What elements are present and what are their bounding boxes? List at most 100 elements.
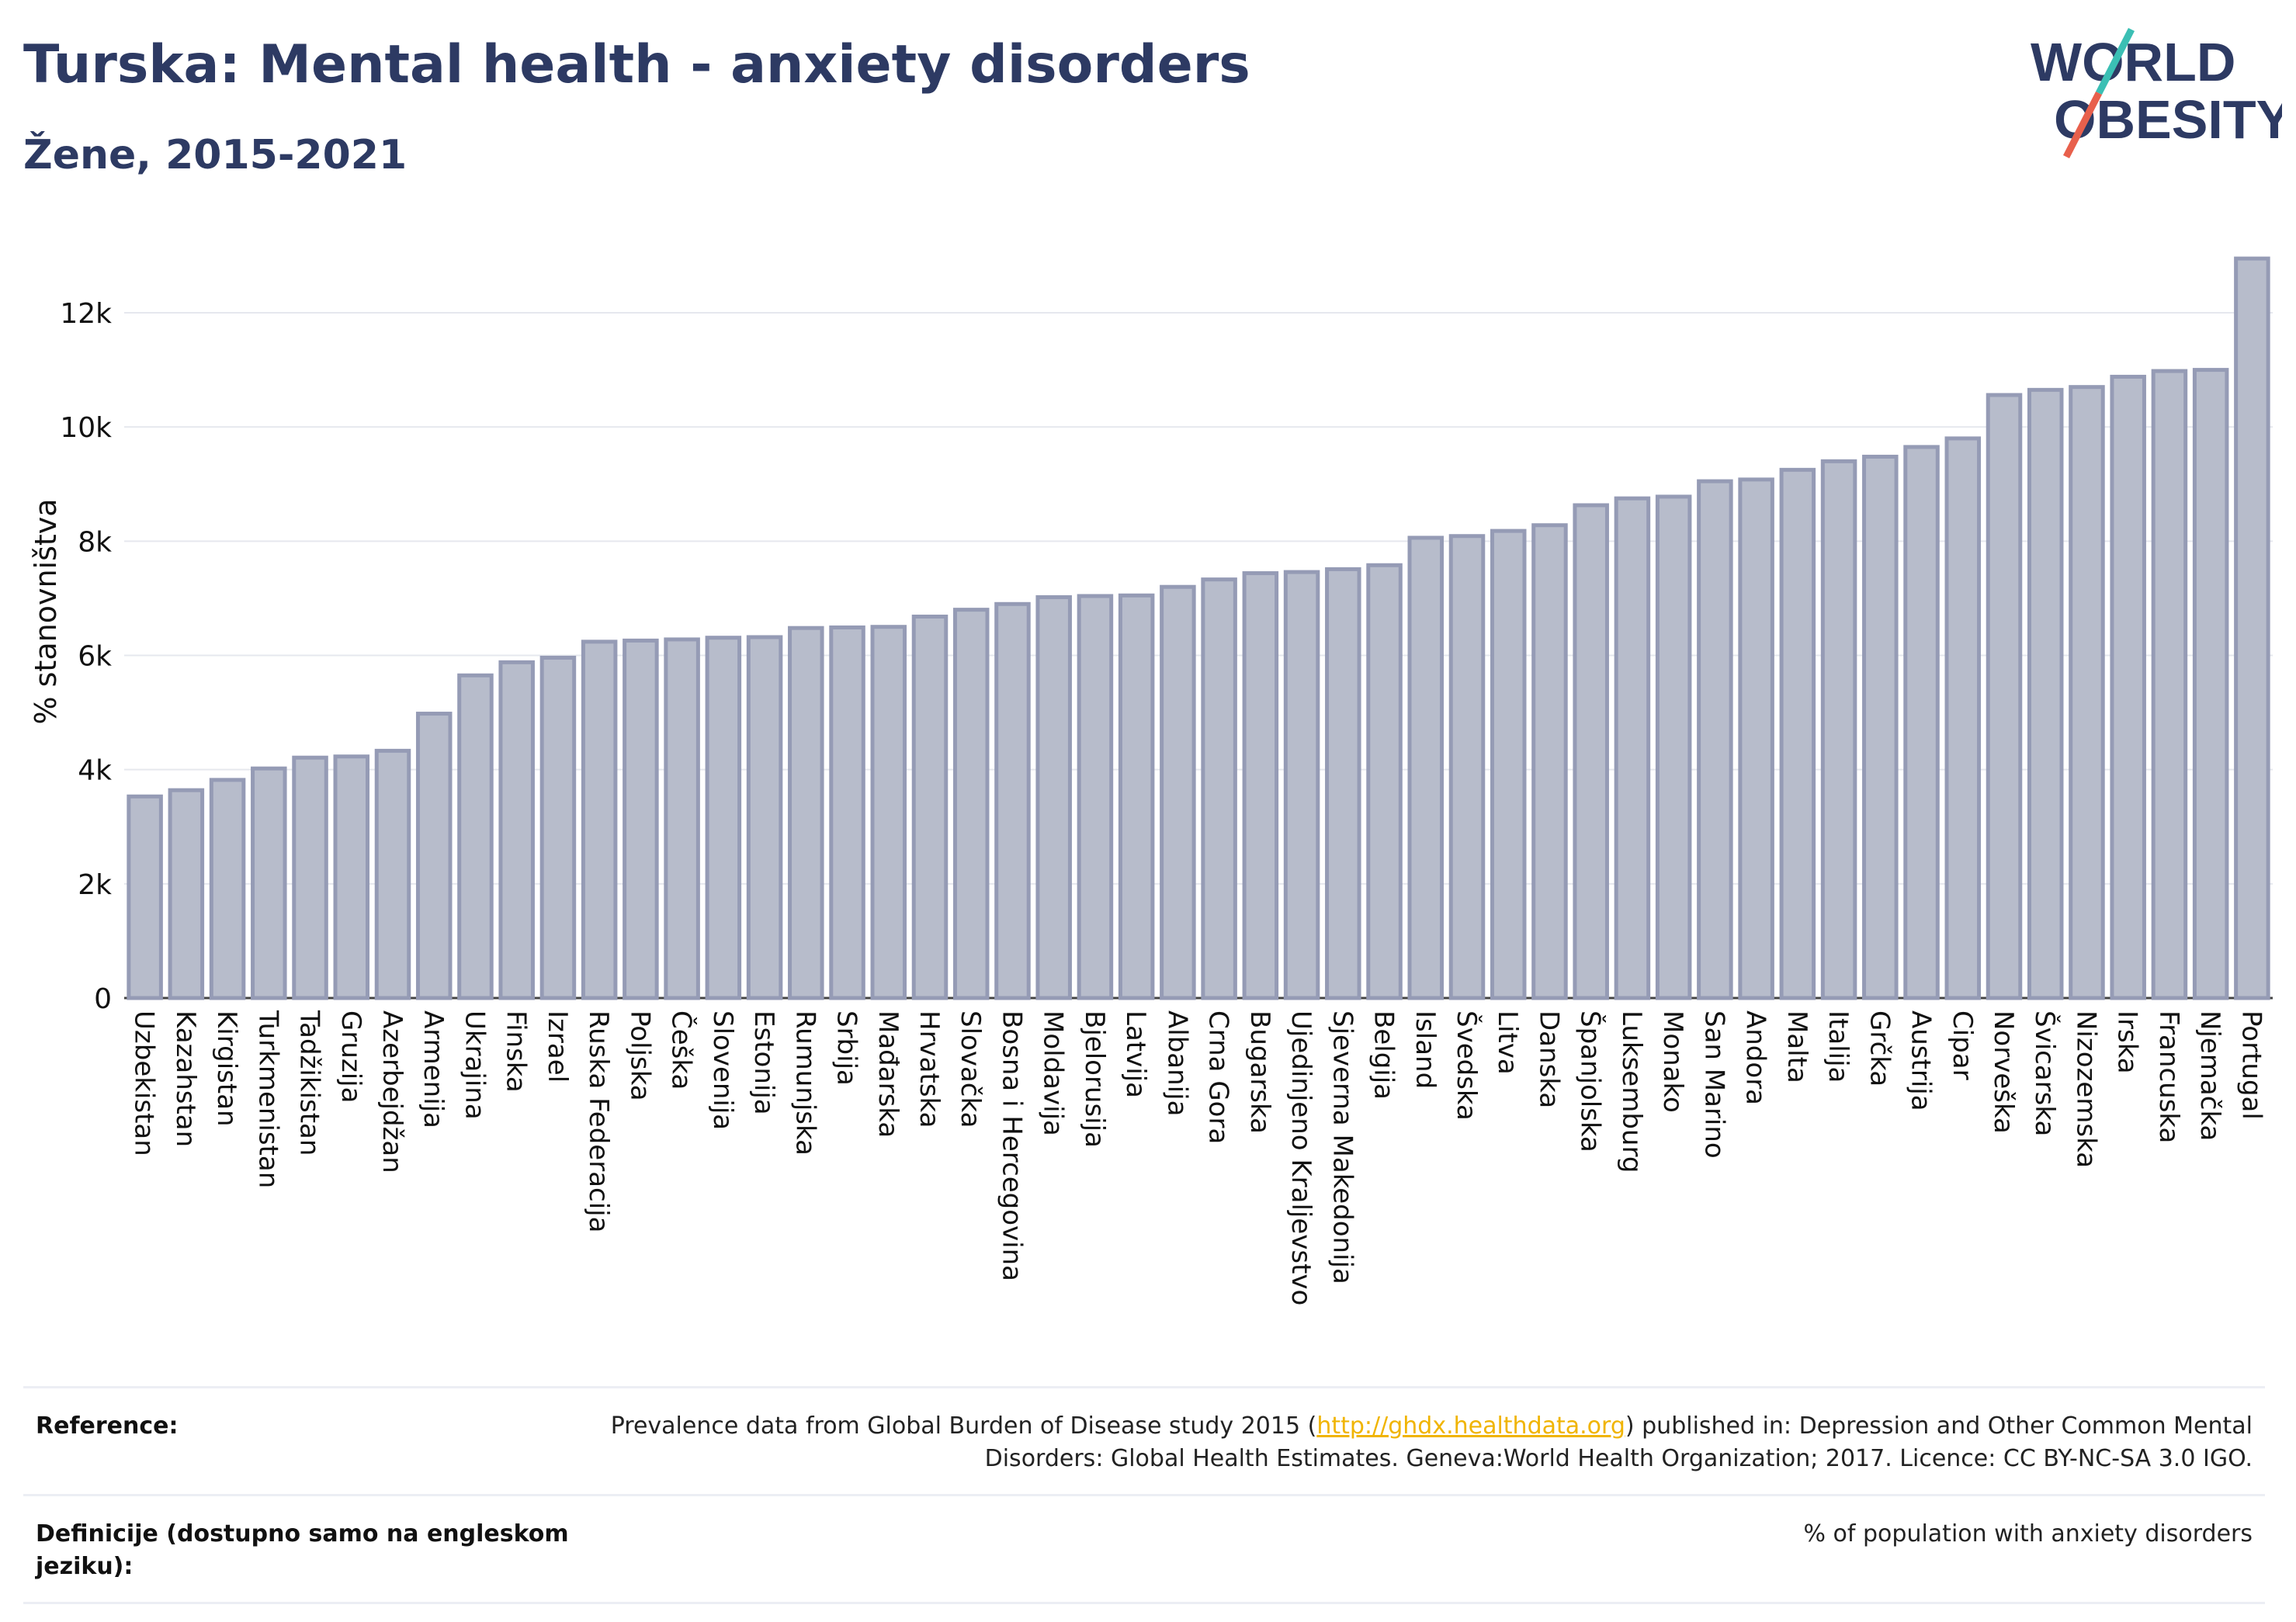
bar[interactable]: [292, 755, 328, 1000]
bar[interactable]: [2069, 385, 2105, 1000]
reference-link[interactable]: http://ghdx.healthdata.org: [1316, 1412, 1625, 1440]
x-tick-label: Izrael: [542, 1010, 573, 1083]
bar[interactable]: [2151, 369, 2188, 1000]
y-tick-label: 2k: [78, 869, 112, 901]
x-tick-label: Ruska Federacija: [583, 1010, 614, 1232]
x-tick-label: Bosna i Hercegovina: [996, 1010, 1027, 1281]
bar[interactable]: [870, 625, 907, 1000]
bar[interactable]: [829, 625, 865, 1000]
bar[interactable]: [623, 638, 659, 1000]
bar[interactable]: [994, 601, 1031, 1000]
bar[interactable]: [1862, 454, 1899, 1000]
x-tick-label: Latvija: [1120, 1010, 1151, 1098]
bar[interactable]: [2027, 387, 2064, 1000]
bar[interactable]: [251, 766, 287, 1000]
bar[interactable]: [1160, 584, 1196, 1000]
bar[interactable]: [1242, 571, 1279, 1000]
bar[interactable]: [2192, 368, 2229, 1000]
bar[interactable]: [168, 788, 205, 1000]
x-tick-label: Bugarska: [1244, 1010, 1275, 1134]
bar[interactable]: [1531, 523, 1568, 1000]
x-tick-label: Luksemburg: [1616, 1010, 1647, 1173]
bar[interactable]: [127, 794, 163, 1000]
y-tick-label: 10k: [60, 412, 112, 444]
x-tick-label: Nizozemska: [2070, 1010, 2101, 1168]
bar[interactable]: [1779, 467, 1816, 1000]
bar[interactable]: [1738, 477, 1774, 1000]
x-tick-label: Slovačka: [955, 1010, 986, 1128]
x-tick-label: Cipar: [1947, 1010, 1978, 1080]
bar[interactable]: [1903, 445, 1940, 1000]
x-tick-label: Švedska: [1451, 1010, 1483, 1121]
bar[interactable]: [746, 635, 783, 1000]
x-tick-label: Malta: [1781, 1010, 1812, 1083]
bar-chart: 0 2k 4k 6k 8k 10k 12k Uzbekistan Kazahstan Kirgi…: [29, 256, 2273, 1305]
bar[interactable]: [2110, 374, 2146, 1000]
x-tick-label: Njemačka: [2194, 1010, 2225, 1141]
bar[interactable]: [415, 712, 453, 1000]
bar[interactable]: [1283, 570, 1320, 1000]
x-tick-label: Bjelorusija: [1079, 1010, 1110, 1148]
x-tick-label: Turkmenistan: [252, 1010, 283, 1188]
x-tick-label: Uzbekistan: [129, 1010, 160, 1156]
world-obesity-logo: WORLD OBESITY: [2031, 27, 2282, 159]
bar[interactable]: [1820, 459, 1857, 1000]
y-tick-labels: 0 2k 4k 6k 8k 10k 12k: [60, 298, 112, 1015]
x-tick-label: Danska: [1533, 1010, 1564, 1108]
bar[interactable]: [952, 608, 990, 1000]
x-tick-label: Kazahstan: [170, 1010, 201, 1147]
x-tick-label: Rumunjska: [789, 1010, 820, 1156]
bar[interactable]: [1407, 535, 1445, 1000]
bar[interactable]: [1035, 594, 1072, 1000]
x-tick-label: Slovenija: [707, 1010, 738, 1130]
bar[interactable]: [1573, 503, 1609, 1000]
bar[interactable]: [498, 660, 535, 1000]
x-tick-label: Švicarska: [2029, 1010, 2061, 1136]
x-tick-label: Francuska: [2153, 1010, 2184, 1143]
bar[interactable]: [911, 614, 949, 1000]
bar[interactable]: [457, 673, 494, 1000]
bar[interactable]: [788, 626, 824, 1000]
bar[interactable]: [1986, 393, 2023, 1000]
x-tick-labels: Uzbekistan Kazahstan Kirgistan Turkmenistan…: [129, 1010, 2267, 1305]
x-tick-label: Armenija: [418, 1010, 449, 1128]
logo-slash-teal: [2095, 27, 2135, 95]
bar[interactable]: [1077, 594, 1114, 1000]
x-tick-label: Monako: [1657, 1010, 1688, 1113]
x-tick-label: Češka: [666, 1010, 698, 1090]
bar[interactable]: [581, 639, 618, 1000]
bar[interactable]: [1655, 494, 1692, 1000]
y-tick-label: 6k: [78, 641, 112, 673]
x-tick-label: Gruzija: [335, 1010, 366, 1103]
bar[interactable]: [374, 748, 411, 1000]
x-tick-label: San Marino: [1698, 1010, 1729, 1159]
reference-text: Prevalence data from Global Burden of Di…: [579, 1410, 2253, 1475]
bar[interactable]: [2234, 256, 2270, 1000]
bar[interactable]: [664, 637, 700, 1000]
bar[interactable]: [539, 655, 577, 1000]
definition-text: % of population with anxiety disorders: [1803, 1520, 2253, 1547]
x-tick-label: Crna Gora: [1203, 1010, 1234, 1144]
bar[interactable]: [1614, 496, 1651, 1000]
bar[interactable]: [1944, 436, 1982, 1000]
x-tick-label: Sjeverna Makedonija: [1327, 1010, 1358, 1284]
bar[interactable]: [1366, 563, 1403, 1000]
bars: [127, 256, 2270, 1000]
x-tick-label: Andora: [1740, 1010, 1771, 1105]
x-tick-label: Srbija: [831, 1010, 862, 1086]
logo-line1: WORLD: [2031, 32, 2235, 92]
x-tick-label: Ujedinjeno Kraljevstvo: [1285, 1010, 1316, 1305]
definition-label: Definicije (dostupno samo na engleskom j…: [36, 1520, 569, 1580]
bar[interactable]: [1118, 593, 1155, 1000]
bar[interactable]: [1448, 534, 1486, 1000]
y-tick-label: 4k: [78, 755, 112, 787]
bar[interactable]: [1697, 479, 1733, 1000]
bar[interactable]: [333, 754, 370, 1000]
x-tick-label: Tadžikistan: [294, 1010, 325, 1156]
bar[interactable]: [1325, 567, 1361, 1000]
bar[interactable]: [705, 636, 742, 1000]
bar[interactable]: [1490, 529, 1527, 1000]
reference-row: Reference: Prevalence data from Global B…: [23, 1386, 2265, 1494]
bar[interactable]: [1201, 577, 1237, 1000]
bar[interactable]: [209, 778, 246, 1000]
